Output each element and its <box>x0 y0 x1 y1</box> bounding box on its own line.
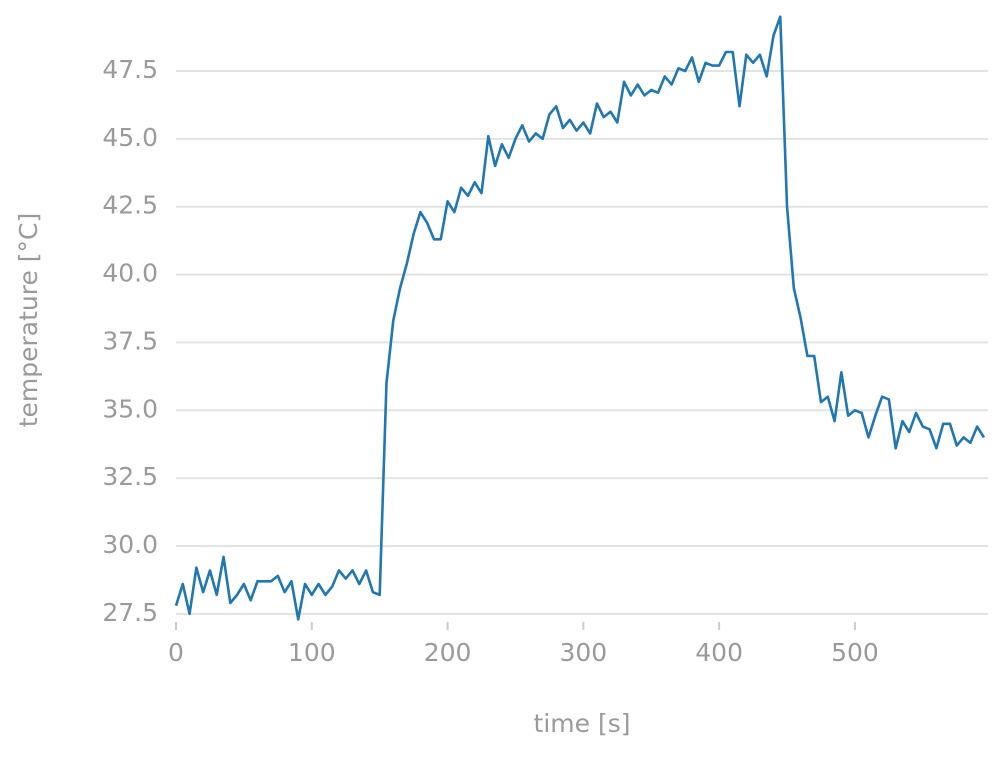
x-axis-label: time [s] <box>534 709 631 738</box>
y-tick-label: 30.0 <box>102 530 158 559</box>
x-tick-label: 200 <box>424 638 472 667</box>
data-line <box>174 15 986 621</box>
x-tick-label: 0 <box>168 638 184 667</box>
x-tick-label: 500 <box>831 638 879 667</box>
y-tick-label: 42.5 <box>102 191 158 220</box>
y-tick-label: 27.5 <box>102 598 158 627</box>
y-tick-label: 47.5 <box>102 55 158 84</box>
x-tick-label: 100 <box>288 638 336 667</box>
y-tick-label: 35.0 <box>102 394 158 423</box>
x-tick-label: 400 <box>695 638 743 667</box>
y-tick-label: 37.5 <box>102 326 158 355</box>
y-tick-label: 40.0 <box>102 259 158 288</box>
x-tick-label: 300 <box>559 638 607 667</box>
y-tick-label: 32.5 <box>102 462 158 491</box>
y-axis-label: temperature [°C] <box>14 213 43 428</box>
y-tick-label: 45.0 <box>102 123 158 152</box>
